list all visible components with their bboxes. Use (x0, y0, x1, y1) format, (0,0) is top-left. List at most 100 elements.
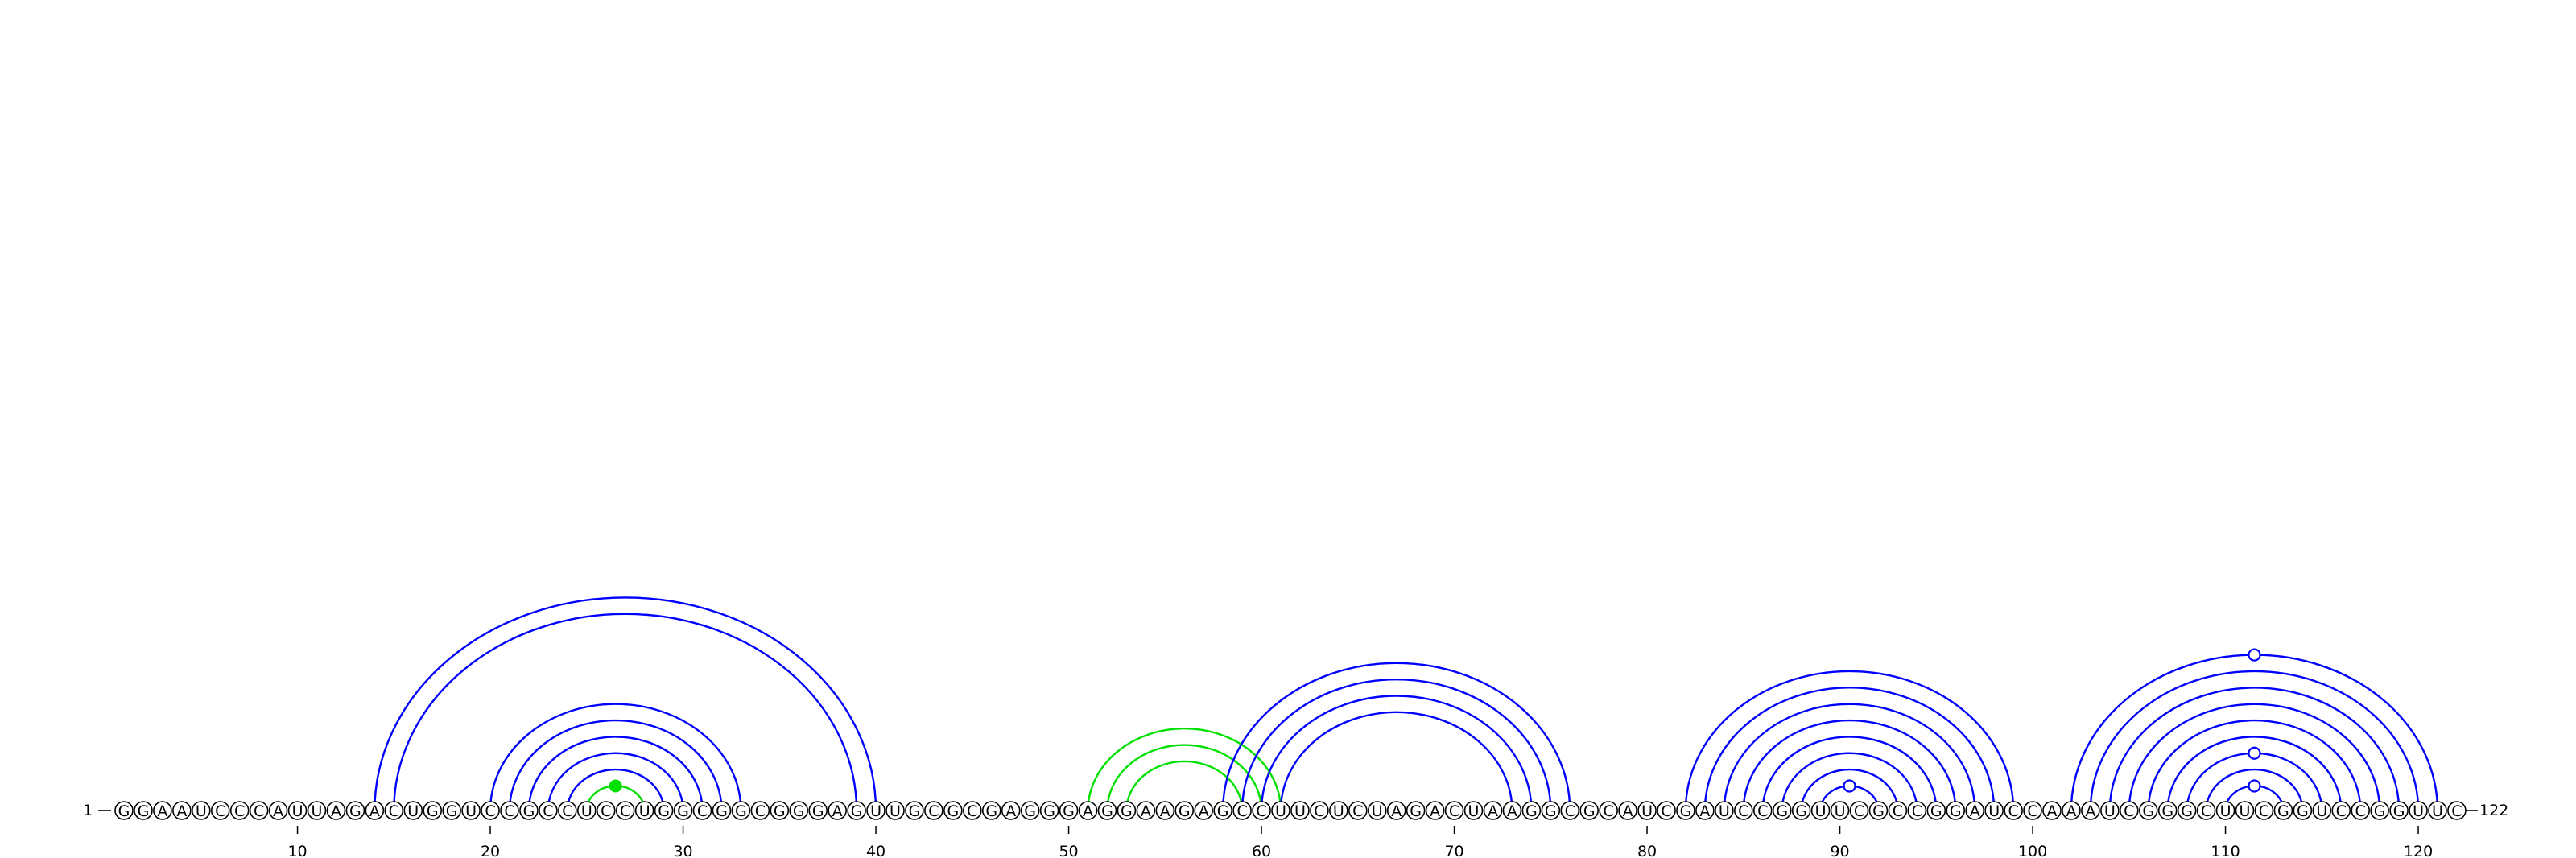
nucleotide-letter: G (716, 802, 728, 820)
nucleotide-letter: G (2277, 802, 2289, 820)
nucleotide: A (1483, 801, 1503, 820)
nucleotide-letter: C (1738, 802, 1748, 820)
nucleotide: C (229, 801, 250, 820)
nucleotide-letter: C (620, 802, 630, 820)
nucleotide-circle (1734, 801, 1753, 820)
nucleotide-circle (403, 801, 423, 820)
nucleotide-circle (1926, 801, 1946, 820)
nucleotide-circle (461, 801, 481, 820)
nucleotide-letter: U (1835, 802, 1846, 820)
arc-stem-d-109-114 (2205, 768, 2304, 811)
nucleotide-letter: G (1950, 802, 1962, 820)
nucleotide-circle (153, 801, 172, 820)
nucleotide: G (519, 801, 539, 820)
nucleotide-circle (2293, 801, 2313, 820)
nucleotide-circle (1888, 801, 1908, 820)
nucleotide-circle (808, 801, 828, 820)
nucleotide-circle (2215, 801, 2235, 820)
nucleotide-letter: U (407, 802, 419, 820)
nucleotide-letter: U (890, 802, 901, 820)
nucleotide-circle (1290, 801, 1310, 820)
nucleotide: G (1772, 801, 1792, 820)
nucleotide-letter: G (851, 802, 863, 820)
nucleotide-letter: U (312, 802, 323, 820)
nucleotide: A (1695, 801, 1715, 820)
nucleotide-letter: C (254, 802, 264, 820)
nucleotide-circle (654, 801, 674, 820)
nucleotide-letter: U (292, 802, 303, 820)
nucleotide-letter: G (1776, 802, 1788, 820)
nucleotide: G (1174, 801, 1195, 820)
nucleotide-circle (519, 801, 539, 820)
nucleotide-circle (1810, 801, 1831, 820)
nucleotide-circle (576, 801, 597, 820)
arc-stem-d-106-117 (2147, 719, 2362, 811)
nucleotide-letter: U (1275, 802, 1286, 820)
nucleotide-circle (2196, 801, 2216, 820)
nucleotide: C (1752, 801, 1773, 820)
nucleotide-letter: U (2413, 802, 2424, 820)
arc-inner-stem-a-23-30 (547, 752, 684, 811)
nucleotide-letter: G (735, 802, 747, 820)
arc-stem-b-59-75 (1241, 679, 1552, 811)
nucleotide-circle (2023, 801, 2042, 820)
nucleotide-letter: U (2104, 802, 2116, 820)
nucleotide: U (2428, 801, 2447, 820)
nucleotide-circle (1232, 801, 1252, 820)
nucleotide-circle (2273, 801, 2293, 820)
nucleotide: C (1907, 801, 1927, 820)
nucleotide: C (2004, 801, 2023, 820)
nucleotide-letter: C (234, 802, 245, 820)
nucleotide-circle (1117, 801, 1137, 820)
nucleotide: U (866, 801, 886, 820)
nucleotide-letter: A (1391, 802, 1402, 820)
arc-stem-d-104-119 (2108, 687, 2401, 811)
nucleotide-letter: U (1333, 802, 1344, 820)
nucleotide: U (1271, 801, 1290, 820)
nucleotide: U (1367, 801, 1387, 820)
nucleotide: A (268, 801, 288, 820)
nucleotide-circle (1020, 801, 1040, 820)
nucleotide-letter: C (215, 802, 225, 820)
nucleotide-letter: G (427, 802, 439, 820)
nucleotide-circle (2177, 801, 2197, 820)
nucleotide: A (1425, 801, 1445, 820)
nucleotide-circle (886, 801, 905, 820)
nucleotide-letter: C (1912, 802, 1922, 820)
nucleotide: U (461, 801, 481, 820)
nucleotide-letter: G (658, 802, 670, 820)
nucleotide-circle (924, 801, 943, 820)
loop-ring-marker (2248, 779, 2261, 793)
nucleotide-circle (539, 801, 558, 820)
nucleotide-letter: A (1430, 802, 1440, 820)
arc-stem-c-83-98 (1703, 687, 1996, 811)
nucleotide: C (1599, 801, 1618, 820)
nucleotide: G (1791, 801, 1811, 820)
nucleotide-letter: C (928, 802, 939, 820)
nucleotide: U (1830, 801, 1850, 820)
nucleotide-circle (1444, 801, 1464, 820)
nucleotide-letter: C (1893, 802, 1903, 820)
nucleotide-letter: C (504, 802, 514, 820)
arc-pseudoknot-helix-53-59 (1125, 760, 1244, 811)
nucleotide-letter: A (273, 802, 283, 820)
nucleotide-circle (1676, 801, 1695, 820)
nucleotide-letter: C (2336, 802, 2347, 820)
nucleotide-circle (596, 801, 616, 820)
nucleotide-letter: G (1121, 802, 1133, 820)
nucleotide: G (442, 801, 461, 820)
nucleotide: A (1001, 801, 1021, 820)
nucleotide-letter: A (157, 802, 167, 820)
nucleotide: C (384, 801, 404, 820)
tick-label: 110 (2211, 843, 2240, 858)
nucleotide: G (654, 801, 674, 820)
nucleotide-circle (2409, 801, 2428, 820)
nucleotide-letter: C (1236, 802, 1247, 820)
nucleotide: C (2447, 801, 2467, 820)
nucleotide-letter: C (1661, 802, 1671, 820)
nucleotide-circle (1213, 801, 1232, 820)
nucleotide: U (886, 801, 905, 820)
arc-pseudoknot-helix-51-61 (1087, 728, 1282, 811)
